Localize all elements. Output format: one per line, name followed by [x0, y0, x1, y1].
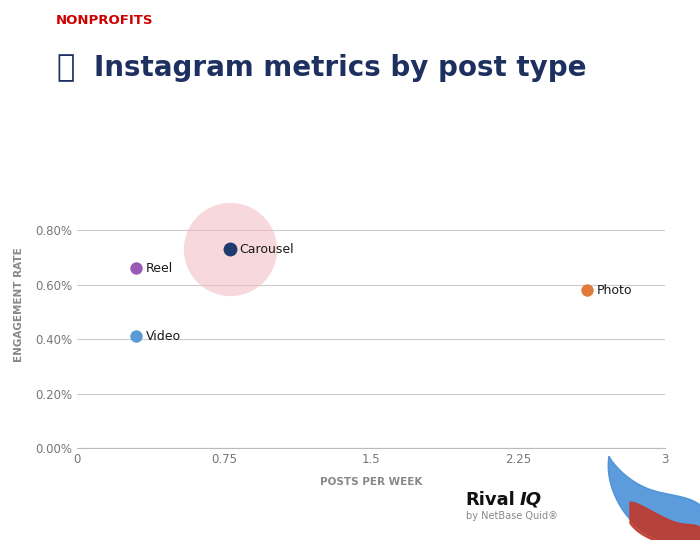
- Text: Photo: Photo: [596, 284, 632, 296]
- Text: NONPROFITS: NONPROFITS: [56, 14, 153, 28]
- Text: ⓘ: ⓘ: [56, 53, 74, 82]
- Text: Reel: Reel: [146, 262, 173, 275]
- Polygon shape: [608, 456, 700, 540]
- Text: Video: Video: [146, 330, 181, 343]
- Point: [224, 245, 235, 254]
- Point: [130, 332, 141, 341]
- Point: [581, 286, 592, 294]
- Text: by NetBase Quid®: by NetBase Quid®: [466, 511, 557, 522]
- Point: [224, 245, 235, 254]
- X-axis label: POSTS PER WEEK: POSTS PER WEEK: [320, 477, 422, 487]
- Y-axis label: ENGAGEMENT RATE: ENGAGEMENT RATE: [14, 248, 24, 362]
- Text: Instagram metrics by post type: Instagram metrics by post type: [94, 53, 587, 82]
- Polygon shape: [630, 502, 700, 540]
- Text: IQ: IQ: [519, 491, 541, 509]
- Text: Rival: Rival: [466, 491, 515, 509]
- Text: Carousel: Carousel: [239, 242, 294, 256]
- Point: [130, 264, 141, 273]
